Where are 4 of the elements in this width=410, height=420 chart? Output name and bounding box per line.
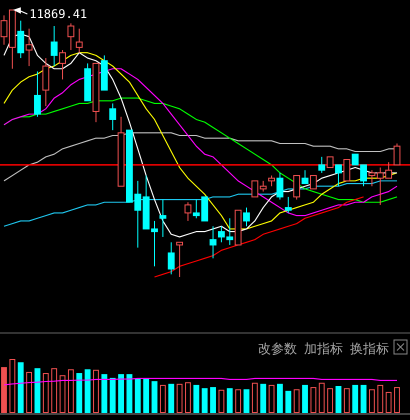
text: 改参数: [258, 342, 297, 357]
text: 加指标: [304, 342, 343, 357]
annotation: 11869.41: [29, 7, 88, 21]
text: 换指标: [350, 342, 389, 357]
